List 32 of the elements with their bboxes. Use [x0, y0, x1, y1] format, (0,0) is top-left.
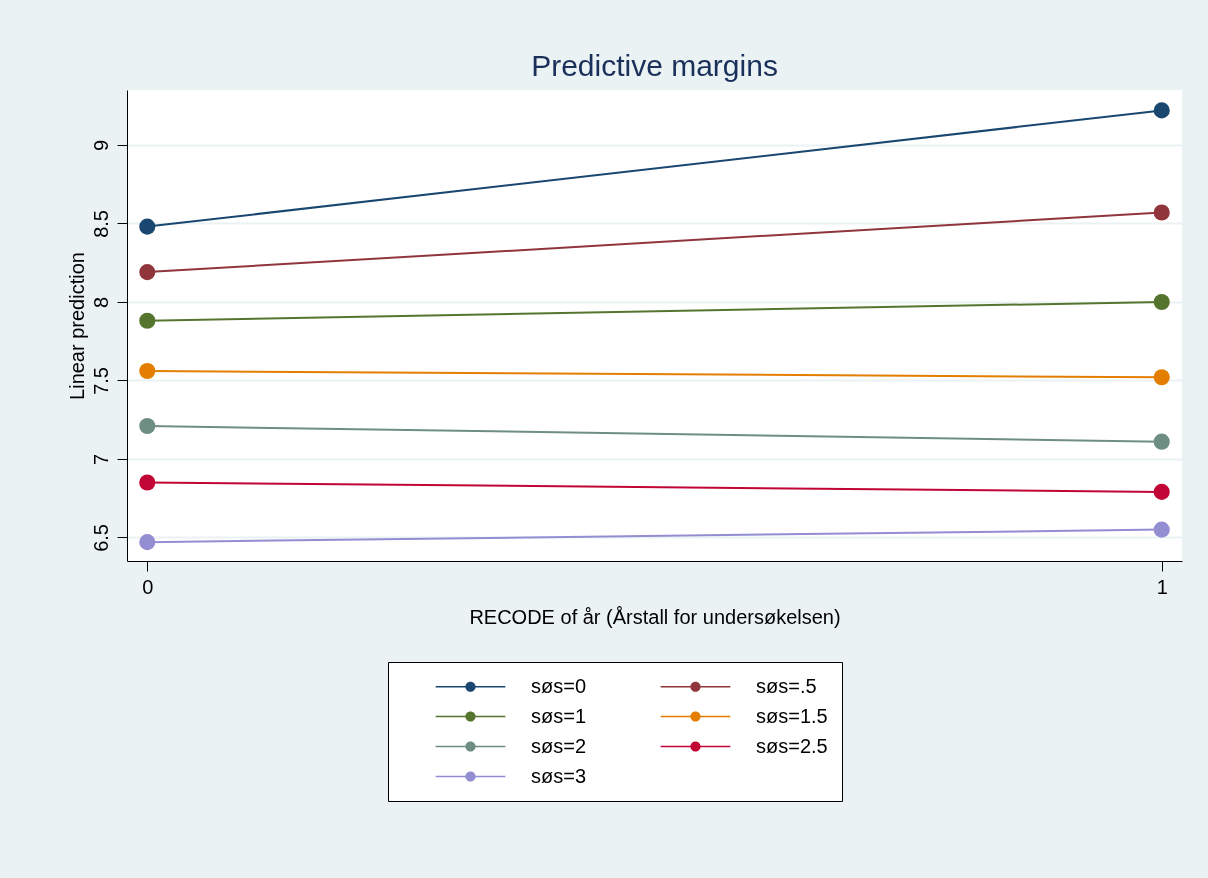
- y-tick-label: 7.5: [89, 367, 112, 395]
- point: [1153, 483, 1170, 500]
- legend-label: søs=1: [531, 704, 587, 727]
- y-tick-label: 9: [89, 139, 112, 152]
- point: [1153, 369, 1170, 386]
- y-tick-label: 6.5: [89, 524, 112, 552]
- y-axis-title: Linear prediction: [65, 252, 88, 400]
- chart-title: Predictive margins: [531, 49, 778, 82]
- point: [139, 312, 156, 329]
- legend-label: søs=0: [531, 674, 587, 697]
- legend-label: søs=2.5: [756, 734, 828, 757]
- point: [1153, 433, 1170, 450]
- point: [1153, 521, 1170, 538]
- y-tick-label: 8.5: [89, 210, 112, 238]
- point: [139, 534, 156, 551]
- x-tick-label: 1: [1156, 575, 1168, 598]
- legend-label: søs=1.5: [756, 704, 828, 727]
- point: [139, 362, 156, 380]
- point: [1153, 204, 1170, 221]
- point: [139, 474, 156, 491]
- legend-label: søs=2: [531, 734, 587, 757]
- legend-label: søs=3: [531, 764, 587, 787]
- point: [139, 264, 156, 281]
- point: [139, 417, 156, 435]
- point: [1153, 293, 1170, 310]
- point: [1153, 102, 1170, 119]
- x-tick-label: 0: [142, 575, 154, 598]
- y-tick-label: 8: [89, 296, 112, 309]
- legend-label: søs=.5: [756, 674, 817, 697]
- x-axis-title: RECODE of år (Årstall for undersøkelsen): [469, 605, 841, 628]
- point: [139, 218, 156, 235]
- y-tick-label: 7: [89, 453, 112, 466]
